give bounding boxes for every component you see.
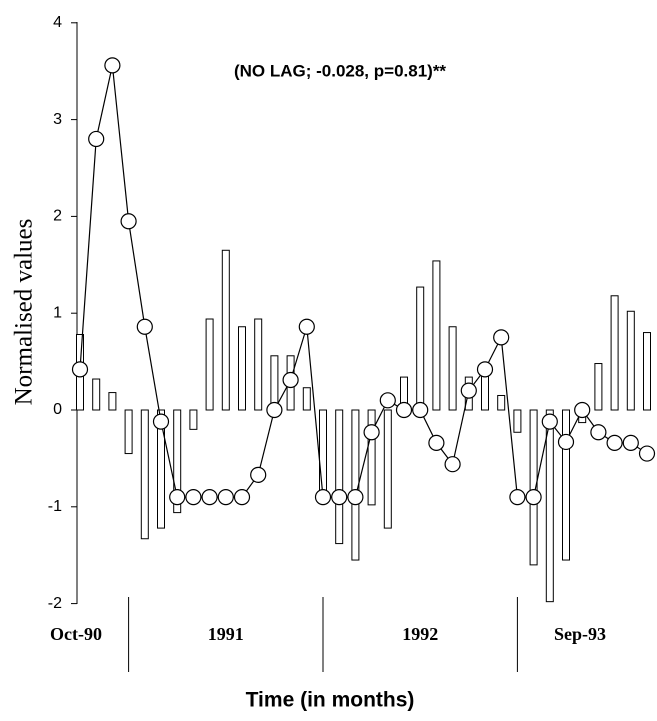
bar — [108, 392, 117, 411]
y-tick-label: -2 — [48, 595, 62, 612]
bar — [157, 409, 165, 529]
y-tick-label: 4 — [53, 14, 62, 31]
bar — [529, 409, 538, 566]
bar — [92, 378, 101, 411]
bar — [173, 409, 182, 514]
line-point — [363, 424, 380, 441]
line-point — [71, 361, 89, 378]
line-point — [476, 361, 494, 378]
y-tick-label: 0 — [53, 401, 62, 418]
bar — [610, 295, 619, 411]
bar — [448, 326, 457, 411]
bar — [545, 409, 554, 603]
line-point — [136, 318, 153, 335]
bar — [140, 409, 149, 540]
bar — [432, 260, 441, 411]
bar — [594, 363, 603, 411]
line-point — [395, 401, 413, 419]
line-point — [250, 466, 267, 483]
bar — [562, 409, 570, 561]
line-point — [557, 433, 575, 451]
x-axis-label: Time (in months) — [246, 689, 415, 712]
line-point — [444, 456, 461, 473]
line-point — [201, 489, 218, 506]
y-tick-label: 3 — [53, 111, 62, 128]
line-point — [233, 489, 251, 506]
line-point — [282, 371, 299, 389]
bar — [302, 387, 311, 411]
x-group-label: Sep-93 — [554, 624, 606, 644]
line-point — [217, 489, 234, 506]
bar — [497, 394, 506, 411]
line-point — [460, 382, 477, 399]
bar — [221, 249, 230, 411]
bar — [626, 310, 635, 411]
bar — [643, 332, 651, 411]
x-group-label: 1991 — [208, 624, 244, 644]
line-point — [185, 489, 202, 506]
line-point — [606, 434, 623, 452]
x-group-label: 1992 — [402, 624, 438, 644]
line-point — [331, 489, 348, 506]
line-point — [541, 413, 558, 430]
line-point — [314, 489, 332, 506]
line-point — [574, 401, 591, 419]
line-point — [88, 130, 105, 148]
x-group-label: Oct-90 — [50, 624, 102, 644]
line-point — [622, 434, 639, 452]
line-point — [298, 318, 315, 335]
y-tick-label: 2 — [53, 208, 62, 225]
bar — [189, 409, 198, 430]
line-point — [169, 489, 186, 506]
y-tick-label: 1 — [53, 304, 62, 321]
bar — [124, 409, 133, 455]
bar — [416, 286, 425, 411]
line — [79, 65, 648, 498]
bar — [319, 409, 327, 498]
y-tick-label: -1 — [48, 498, 62, 515]
line-point — [638, 445, 656, 462]
line-point — [525, 489, 542, 506]
line-point — [428, 434, 445, 452]
line-point — [379, 392, 396, 409]
bar — [270, 355, 279, 411]
bar — [383, 409, 392, 529]
line-point — [412, 401, 429, 419]
line-point — [152, 413, 170, 430]
bar — [238, 326, 246, 411]
line-point — [347, 489, 364, 506]
y-axis-label: Normalised values — [11, 219, 38, 406]
bar — [205, 318, 214, 411]
line-point — [493, 329, 510, 346]
line-point — [104, 57, 121, 74]
line-point — [509, 489, 526, 506]
bar — [335, 409, 344, 545]
line-point — [120, 213, 137, 230]
bar — [254, 318, 263, 411]
line-point — [266, 401, 283, 419]
bar — [367, 409, 376, 506]
bar — [513, 409, 522, 433]
annotation: (NO LAG; -0.028, p=0.81)** — [234, 61, 446, 80]
line-point — [590, 424, 607, 441]
